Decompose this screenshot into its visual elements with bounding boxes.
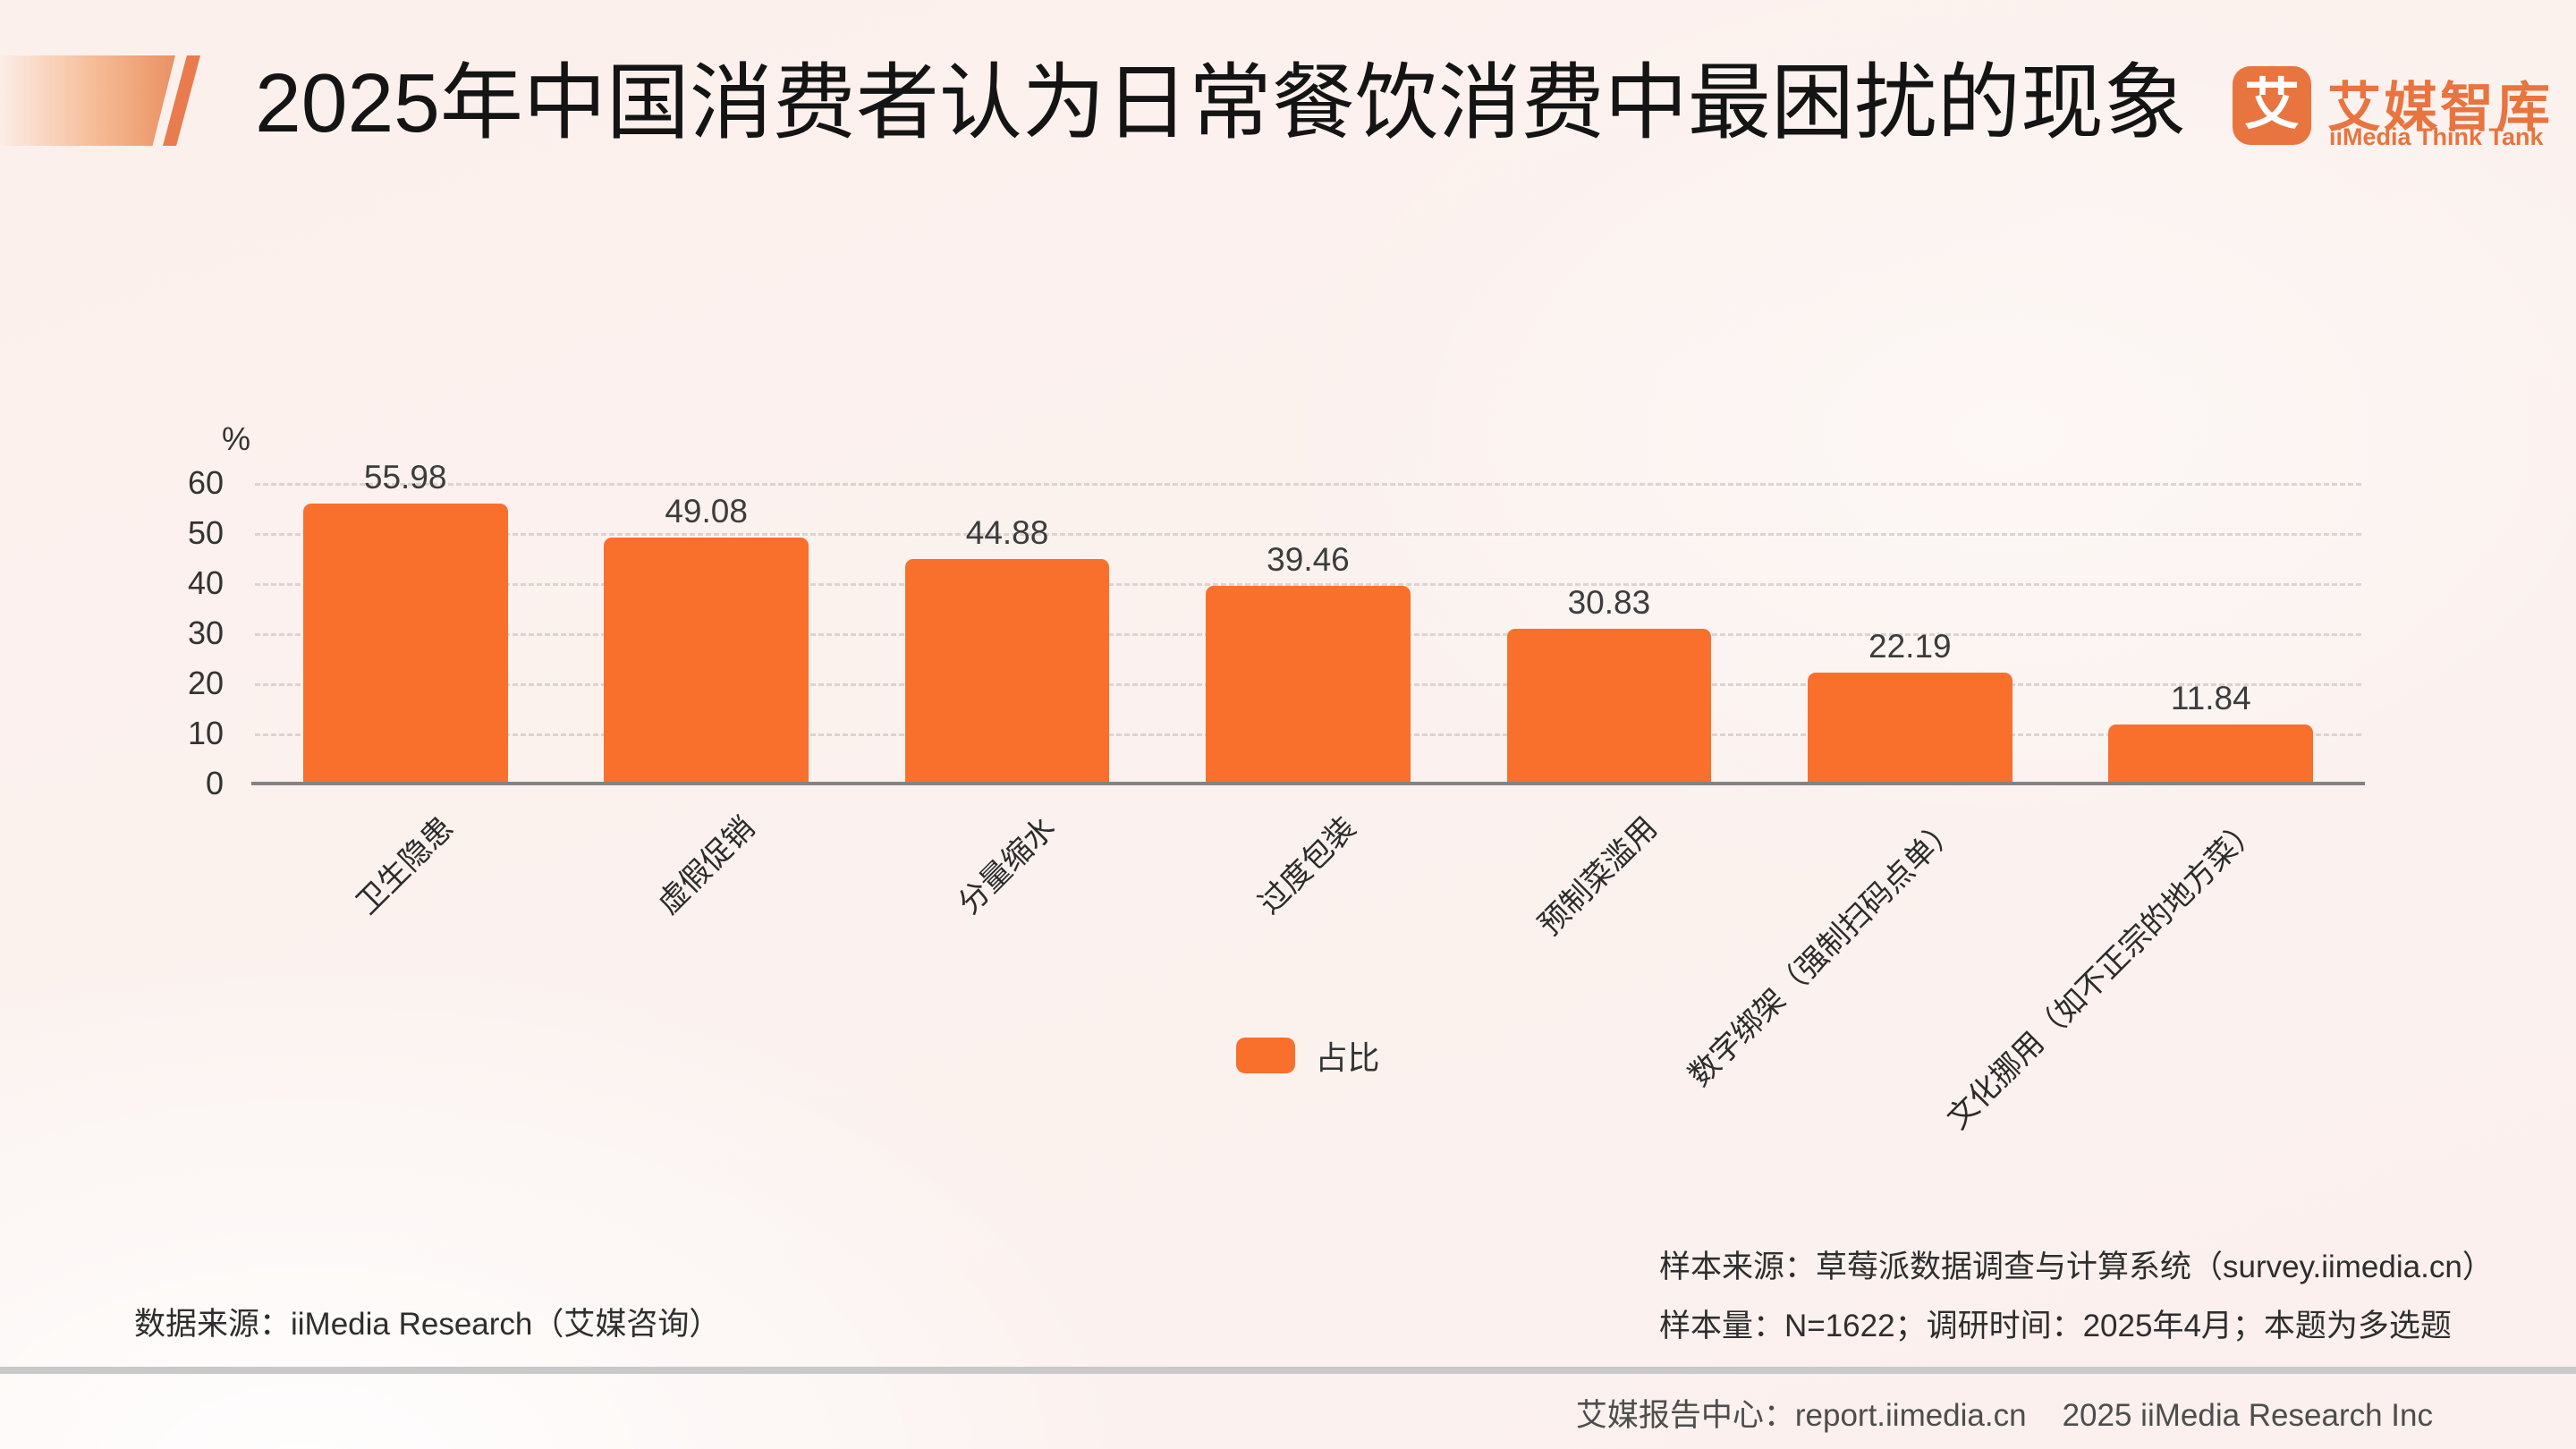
y-tick-label: 30	[187, 614, 224, 651]
bar-chart-plot-area: 55.98 卫生隐患 49.08 虚假促销 44.88 分量缩水 39.46 过度包装 30.8…	[251, 459, 2365, 1136]
footer-report-center: 艾媒报告中心：report.iimedia.cn	[1575, 1398, 2027, 1433]
bar	[904, 558, 1110, 784]
y-tick-label: 50	[187, 514, 224, 551]
gridline	[255, 483, 2361, 486]
bar	[302, 503, 508, 784]
bar-value-label: 55.98	[363, 458, 447, 496]
x-axis-label: 虚假促销	[650, 810, 761, 921]
footer-divider	[0, 1367, 2576, 1374]
sample-source-note: 样本来源：草莓派数据调查与计算系统（survey.iimedia.cn）	[1659, 1250, 2494, 1284]
y-axis-tick-labels: 0 10 20 30 40 50 60	[125, 466, 224, 801]
bar	[1506, 629, 1712, 784]
x-axis-label: 分量缩水	[952, 810, 1063, 921]
bar	[1807, 672, 2012, 784]
bar-value-label: 44.88	[965, 513, 1049, 551]
y-axis-unit-label: %	[221, 420, 250, 457]
bar-series: 55.98 卫生隐患 49.08 虚假促销 44.88 分量缩水 39.46 过度包装 30.8…	[255, 459, 2361, 1136]
x-axis-label: 预制菜滥用	[1532, 810, 1665, 943]
x-axis-label: 过度包装	[1252, 810, 1363, 921]
bar-slot: 22.19 数字绑架（强制扫码点单）	[1682, 483, 2060, 1093]
bar-value-label: 49.08	[665, 493, 748, 530]
footer-copyright: 2025 iiMedia Research Inc	[2062, 1398, 2433, 1433]
iimedia-logo-icon: 艾	[2233, 66, 2311, 145]
page-title: 2025年中国消费者认为日常餐饮消费中最困扰的现象	[255, 56, 2187, 149]
bar	[2108, 724, 2314, 784]
x-axis-label: 卫生隐患	[350, 810, 461, 921]
footer-text: 艾媒报告中心：report.iimedia.cn 2025 iiMedia Res…	[1576, 1390, 2433, 1436]
y-tick-label: 40	[187, 564, 224, 601]
sample-notes: 样本来源：草莓派数据调查与计算系统（survey.iimedia.cn） 样本量…	[1659, 1250, 2494, 1368]
bar-value-label: 30.83	[1567, 584, 1651, 622]
bar-slot: 39.46 过度包装	[1157, 483, 1458, 920]
legend-label: 占比	[1315, 1039, 1380, 1076]
bar-slot: 55.98 卫生隐患	[255, 459, 555, 920]
bar-value-label: 22.19	[1868, 627, 1952, 665]
x-axis-line	[251, 782, 2365, 785]
legend-swatch	[1236, 1038, 1296, 1073]
bar-value-label: 39.46	[1267, 541, 1350, 579]
bar-slot: 11.84 文化挪用（如不正宗的地方菜）	[1941, 483, 2361, 1136]
bar	[1206, 586, 1411, 784]
y-tick-label: 60	[187, 464, 224, 501]
gridline	[255, 583, 2361, 586]
iimedia-logo: 艾 艾媒智库 iiMedia Think Tank	[2233, 64, 2550, 154]
bar-slot: 30.83 预制菜滥用	[1459, 483, 1759, 942]
sample-info-note: 样本量：N=1622；调研时间：2025年4月；本题为多选题	[1659, 1309, 2452, 1343]
y-tick-label: 0	[205, 765, 224, 801]
gridline	[255, 533, 2361, 536]
data-source-note: 数据来源：iiMedia Research（艾媒咨询）	[134, 1307, 721, 1342]
x-axis-label: 文化挪用（如不正宗的地方菜）	[1940, 810, 2266, 1136]
y-tick-label: 10	[187, 715, 224, 751]
iimedia-logo-name-en: iiMedia Think Tank	[2329, 123, 2544, 150]
y-tick-label: 20	[187, 665, 224, 701]
bar	[604, 538, 809, 784]
bar-slot: 49.08 虚假促销	[555, 483, 856, 920]
bar-slot: 44.88 分量缩水	[857, 483, 1157, 920]
chart-legend: 占比	[255, 1036, 2361, 1076]
iimedia-logo-name-cn: 艾媒智库	[2327, 78, 2553, 138]
bar-value-label: 11.84	[2170, 679, 2251, 716]
header-decoration-gradient-bar	[0, 55, 175, 146]
